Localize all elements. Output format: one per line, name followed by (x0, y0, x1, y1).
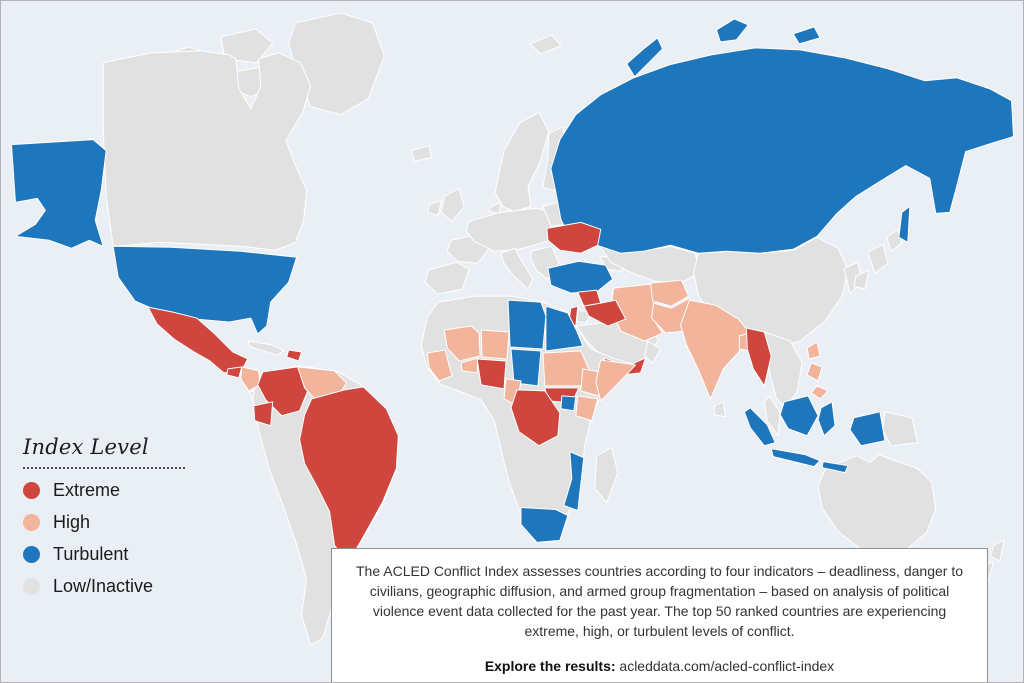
ranked-countries (10, 18, 1015, 563)
country-democratic-republic-of-congo (510, 389, 561, 447)
country-niger (480, 329, 510, 360)
country-honduras (240, 366, 261, 392)
country-russia-novaya-zemlya (626, 37, 664, 78)
country-somalia (595, 359, 637, 402)
country-uganda (560, 395, 577, 412)
landmass-cuba (247, 340, 285, 356)
landmass-greenland (288, 12, 385, 116)
legend-title: Index Level (23, 435, 185, 469)
landmass-scandinavia (494, 112, 550, 212)
high-swatch-icon (23, 514, 40, 531)
info-cta: Explore the results: acleddata.com/acled… (352, 657, 967, 677)
landmass-oman (644, 340, 662, 364)
legend-label-turbulent: Turbulent (53, 544, 129, 564)
landmass-svalbard (529, 34, 562, 55)
country-russia-new-siberian-islands (792, 26, 821, 45)
landmass-iberia (424, 261, 470, 295)
legend-item-extreme: Extreme (23, 480, 185, 501)
legend-item-low-inactive: Low/Inactive (23, 576, 185, 597)
country-south-africa (520, 507, 569, 543)
landmass-malay-peninsula (763, 395, 781, 437)
extreme-swatch-icon (23, 482, 40, 499)
country-nigeria (476, 358, 507, 390)
country-haiti (286, 349, 303, 362)
country-united-states-alaska (10, 139, 107, 249)
landmass-italy (500, 247, 534, 290)
info-description: The ACLED Conflict Index assesses countr… (356, 563, 963, 639)
country-guatemala (226, 366, 243, 379)
country-burkina-faso (460, 357, 479, 374)
country-russia-severnaya-zemlya (715, 18, 749, 43)
country-ukraine (546, 221, 602, 254)
landmass-japan (853, 228, 903, 290)
country-iraq (583, 299, 627, 327)
info-box: The ACLED Conflict Index assesses countr… (331, 548, 988, 682)
country-russia (550, 47, 1015, 254)
landmass-central-europe (465, 207, 562, 252)
turbulent-swatch-icon (23, 546, 40, 563)
landmass-australia (817, 454, 937, 556)
legend-label-high: High (53, 512, 91, 532)
country-united-states (112, 245, 298, 335)
explore-results-label: Explore the results: (484, 657, 616, 674)
legend-item-turbulent: Turbulent (23, 544, 185, 565)
country-chad (510, 348, 542, 387)
country-turkey (547, 260, 614, 294)
country-philippines (806, 341, 829, 400)
results-url[interactable]: acleddata.com/acled-conflict-index (619, 657, 835, 674)
low-inactive-swatch-icon (23, 578, 40, 595)
landmass-sri-lanka (713, 401, 726, 418)
landmass-madagascar (594, 447, 619, 504)
country-libya (507, 299, 547, 350)
country-ecuador (253, 401, 274, 427)
landmass-ireland (426, 199, 442, 216)
country-afghanistan (650, 279, 689, 307)
country-kenya (575, 395, 599, 422)
landmass-papua-new-guinea (882, 411, 919, 447)
country-indonesia (743, 395, 886, 474)
landmass-canada (102, 50, 312, 251)
country-india (680, 299, 749, 400)
country-guinea (426, 349, 453, 382)
legend-label-low-inactive: Low/Inactive (53, 576, 154, 596)
country-egypt (545, 305, 584, 352)
country-mali (443, 325, 481, 362)
country-myanmar (745, 327, 772, 387)
legend: Index Level Extreme High Turbulent Low/I… (23, 435, 185, 597)
landmass-united-kingdom (440, 187, 465, 222)
country-mozambique (563, 451, 585, 512)
legend-label-extreme: Extreme (53, 480, 121, 500)
country-russia-sakhalin (898, 205, 911, 243)
landmass-iceland (410, 145, 432, 163)
legend-item-high: High (23, 512, 185, 533)
